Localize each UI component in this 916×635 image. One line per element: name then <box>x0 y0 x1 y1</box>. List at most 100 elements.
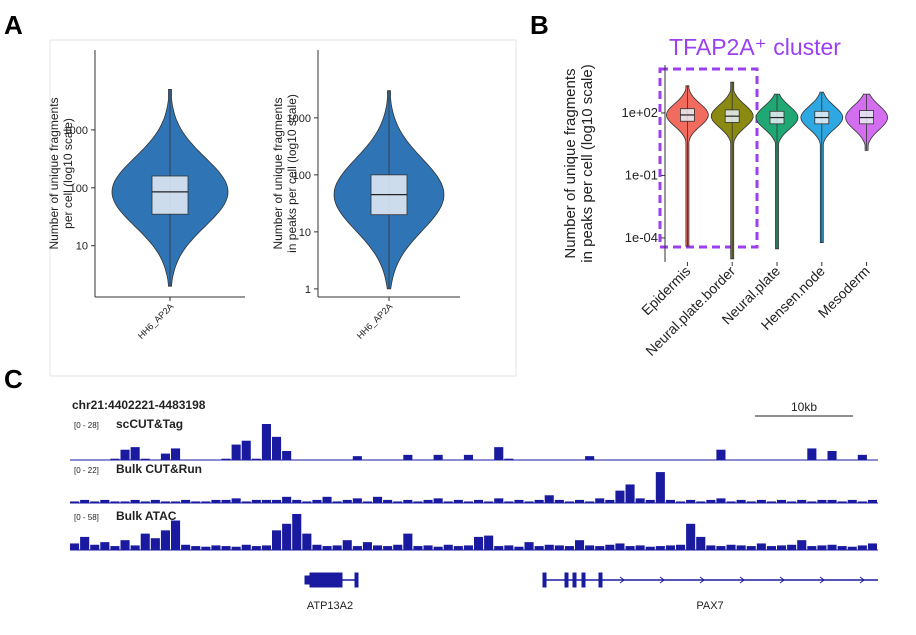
signal-bar <box>241 440 251 460</box>
signal-bar <box>110 458 120 460</box>
signal-bar <box>130 447 140 460</box>
signal-bar <box>201 501 211 503</box>
signal-bar <box>595 546 605 550</box>
signal-bar <box>261 424 271 460</box>
signal-bar <box>635 545 645 550</box>
signal-bar <box>484 535 494 550</box>
gene-label: PAX7 <box>696 600 723 612</box>
signal-bar <box>605 544 615 550</box>
y-axis-label: Number of unique fragments <box>271 97 285 249</box>
signal-bar <box>564 546 574 550</box>
signal-bar <box>362 501 372 503</box>
signal-bar <box>282 451 292 460</box>
signal-bar <box>282 523 292 550</box>
track-range: [0 - 28] <box>74 421 99 430</box>
signal-bar <box>645 546 655 550</box>
panel-label: A <box>4 10 23 40</box>
signal-bar <box>787 501 797 503</box>
signal-bar <box>463 545 473 550</box>
scale-label: 10kb <box>791 400 817 414</box>
signal-bar <box>716 546 726 550</box>
signal-bar <box>191 501 201 503</box>
signal-bar <box>867 543 877 550</box>
signal-bar <box>413 501 423 503</box>
signal-bar <box>342 540 352 550</box>
gene-models <box>304 572 878 588</box>
signal-bar <box>110 546 120 550</box>
signal-bar <box>160 530 170 550</box>
track-name: scCUT&Tag <box>116 417 183 431</box>
track-range: [0 - 58] <box>74 513 99 522</box>
signal-bar <box>443 544 453 550</box>
signal-bar <box>615 543 625 550</box>
signal-bar <box>140 501 150 503</box>
signal-bar <box>463 501 473 503</box>
signal-bar <box>383 499 393 503</box>
x-tick-label: HH6_AP2A <box>136 301 176 341</box>
signal-bar <box>231 546 241 550</box>
signal-bar <box>696 536 706 550</box>
signal-bar <box>615 490 625 503</box>
panel-label: C <box>4 364 23 394</box>
signal-bar <box>403 499 413 503</box>
signal-bar <box>261 545 271 550</box>
signal-bar <box>807 501 817 503</box>
signal-bar <box>807 546 817 550</box>
signal-bar <box>261 499 271 503</box>
y-axis-label: per cell (log10 scale) <box>61 118 75 229</box>
y-axis-label: in peaks per cell (log10 scale) <box>285 94 299 253</box>
signal-bar <box>393 501 403 503</box>
signal-bar <box>665 499 675 503</box>
signal-bar <box>403 533 413 550</box>
locus: chr21:4402221-4483198 <box>72 398 206 412</box>
signal-bar <box>373 545 383 550</box>
signal-bar <box>544 544 554 550</box>
signal-bar <box>474 536 484 550</box>
signal-bar <box>827 544 837 550</box>
signal-bar <box>706 499 716 503</box>
signal-bar <box>585 501 595 503</box>
signal-bar <box>706 545 716 550</box>
signal-bar <box>413 546 423 550</box>
signal-bar <box>100 542 110 550</box>
signal-bar <box>160 501 170 503</box>
y-tick-label: 10 <box>299 227 311 239</box>
signal-bar <box>171 501 181 503</box>
signal-bar <box>251 458 261 460</box>
signal-bar <box>696 501 706 503</box>
signal-bar <box>716 498 726 503</box>
signal-bar <box>100 499 110 503</box>
signal-bar <box>272 436 282 460</box>
signal-bar <box>676 501 686 503</box>
signal-bar <box>251 499 261 503</box>
signal-bar <box>443 501 453 503</box>
signal-bar <box>585 456 595 460</box>
signal-bar <box>322 496 332 503</box>
signal-bar <box>847 499 857 503</box>
signal-bar <box>676 544 686 550</box>
signal-bar <box>797 499 807 503</box>
signal-bar <box>474 499 484 503</box>
signal-bar <box>352 546 362 550</box>
signal-bar <box>524 501 534 503</box>
signal-bar <box>433 546 443 550</box>
signal-bar <box>827 499 837 503</box>
signal-bar <box>130 499 140 503</box>
cluster-box <box>658 67 759 249</box>
y-tick-label: 10 <box>76 241 88 253</box>
signal-bar <box>817 499 827 503</box>
signal-bar <box>625 484 635 503</box>
signal-bar <box>201 546 211 550</box>
signal-bar <box>130 545 140 550</box>
signal-bar <box>231 498 241 503</box>
signal-bar <box>352 498 362 503</box>
signal-bar <box>120 540 130 550</box>
box <box>151 175 189 215</box>
signal-bar <box>504 501 514 503</box>
signal-bar <box>817 545 827 550</box>
signal-bar <box>645 499 655 503</box>
signal-bar <box>595 498 605 503</box>
signal-bar <box>150 538 160 550</box>
signal-bar <box>514 546 524 550</box>
signal-bar <box>292 499 302 503</box>
